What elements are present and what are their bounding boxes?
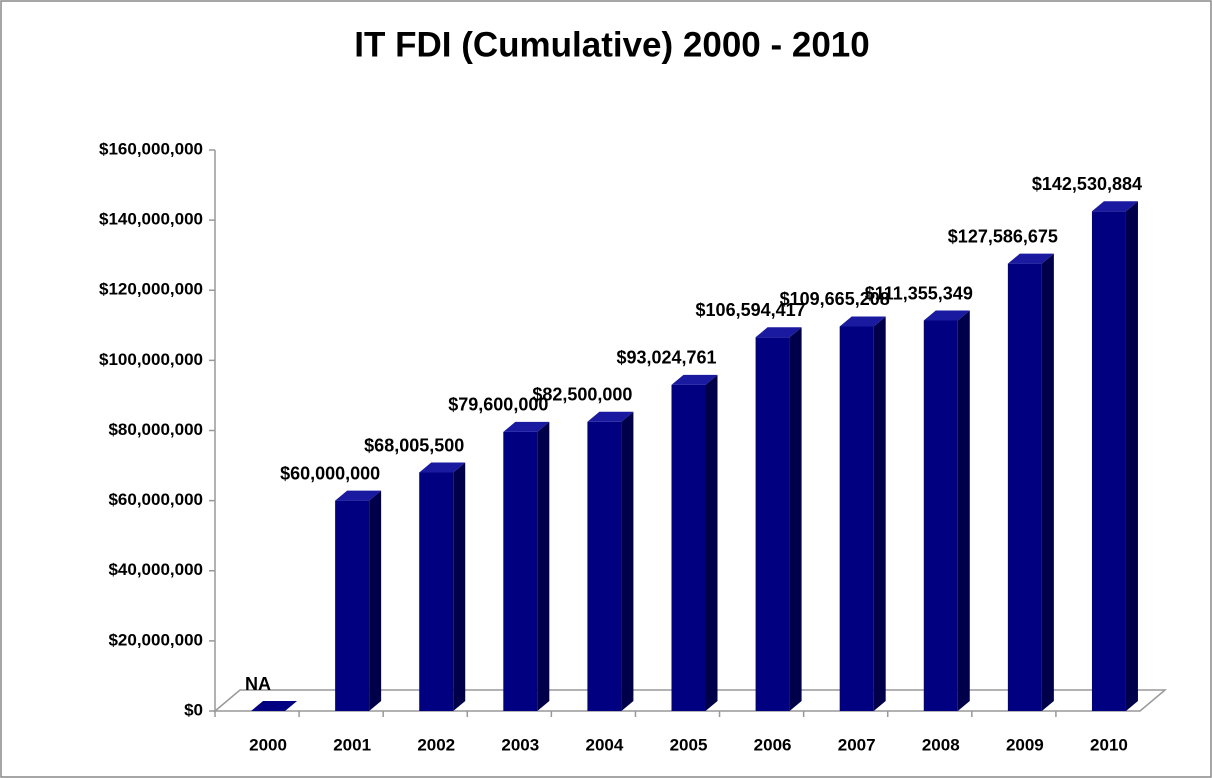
bar-front bbox=[1007, 263, 1042, 711]
bar-side bbox=[1125, 201, 1138, 711]
bar-front bbox=[671, 384, 706, 711]
bar bbox=[503, 421, 550, 711]
x-tick-label: 2002 bbox=[417, 735, 455, 754]
chart-title: IT FDI (Cumulative) 2000 - 2010 bbox=[354, 25, 869, 64]
value-label: $142,530,884 bbox=[1032, 174, 1142, 194]
y-tick-label: $120,000,000 bbox=[99, 280, 203, 299]
bar-front bbox=[755, 337, 790, 711]
bar-side bbox=[957, 310, 970, 711]
value-label: $106,594,417 bbox=[696, 300, 806, 320]
bar-top bbox=[335, 490, 382, 501]
y-tick-label: $80,000,000 bbox=[108, 420, 203, 439]
value-label: $79,600,000 bbox=[448, 395, 548, 415]
x-tick-label: 2004 bbox=[585, 735, 623, 754]
bar-side bbox=[369, 490, 382, 711]
bar-top bbox=[503, 421, 550, 432]
bar bbox=[587, 411, 634, 711]
bar-side bbox=[621, 411, 634, 711]
bar-top bbox=[671, 374, 718, 385]
bar bbox=[839, 316, 886, 711]
bar-side bbox=[789, 327, 802, 711]
bar-top bbox=[923, 310, 970, 321]
y-tick-label: $160,000,000 bbox=[99, 139, 203, 158]
bar-top bbox=[587, 411, 634, 422]
y-tick-label: $20,000,000 bbox=[108, 630, 203, 649]
y-tick-label: $0 bbox=[184, 700, 203, 719]
bar bbox=[671, 374, 718, 711]
x-tick-label: 2001 bbox=[333, 735, 371, 754]
value-label: $111,355,349 bbox=[865, 283, 973, 303]
bar-side bbox=[705, 374, 718, 711]
value-label: $109,665,208 bbox=[780, 289, 890, 309]
x-tick-label: 2009 bbox=[1006, 735, 1044, 754]
bar-front bbox=[503, 431, 538, 711]
x-tick-label: 2005 bbox=[670, 735, 708, 754]
x-tick-label: 2007 bbox=[838, 735, 876, 754]
value-label: $93,024,761 bbox=[616, 348, 716, 368]
bar-side bbox=[1041, 253, 1054, 711]
bar-front bbox=[335, 500, 370, 711]
y-tick-label: $40,000,000 bbox=[108, 560, 203, 579]
bar-front bbox=[1091, 211, 1126, 711]
bar-top bbox=[1091, 201, 1138, 212]
bar-side bbox=[453, 462, 466, 711]
x-tick-label: 2000 bbox=[249, 735, 287, 754]
value-label: $60,000,000 bbox=[280, 463, 380, 483]
empty-bar bbox=[251, 701, 298, 711]
bar bbox=[755, 327, 802, 711]
bar-side bbox=[873, 316, 886, 711]
bar-side bbox=[537, 421, 550, 711]
x-tick-label: 2006 bbox=[754, 735, 792, 754]
value-label: $82,500,000 bbox=[532, 384, 632, 404]
bar-front bbox=[839, 326, 874, 711]
bar-top bbox=[755, 327, 802, 338]
x-tick-label: 2008 bbox=[922, 735, 960, 754]
bar bbox=[1091, 201, 1138, 711]
bar-front bbox=[923, 320, 958, 711]
value-label: NA bbox=[245, 674, 271, 694]
bar bbox=[419, 462, 466, 711]
y-tick-label: $100,000,000 bbox=[99, 350, 203, 369]
x-tick-label: 2003 bbox=[501, 735, 539, 754]
bar bbox=[335, 490, 382, 711]
value-label: $68,005,500 bbox=[364, 435, 464, 455]
floor bbox=[212, 689, 1168, 712]
bar bbox=[1007, 253, 1054, 711]
bar-top bbox=[419, 462, 466, 473]
y-tick-label: $140,000,000 bbox=[99, 210, 203, 229]
bar-top bbox=[839, 316, 886, 327]
bar bbox=[923, 310, 970, 711]
y-tick-label: $60,000,000 bbox=[108, 490, 203, 509]
bar-front bbox=[587, 421, 622, 711]
x-tick-label: 2010 bbox=[1090, 735, 1128, 754]
value-label: $127,586,675 bbox=[948, 226, 1058, 246]
bar-top bbox=[1007, 253, 1054, 264]
bar-front bbox=[419, 472, 454, 711]
